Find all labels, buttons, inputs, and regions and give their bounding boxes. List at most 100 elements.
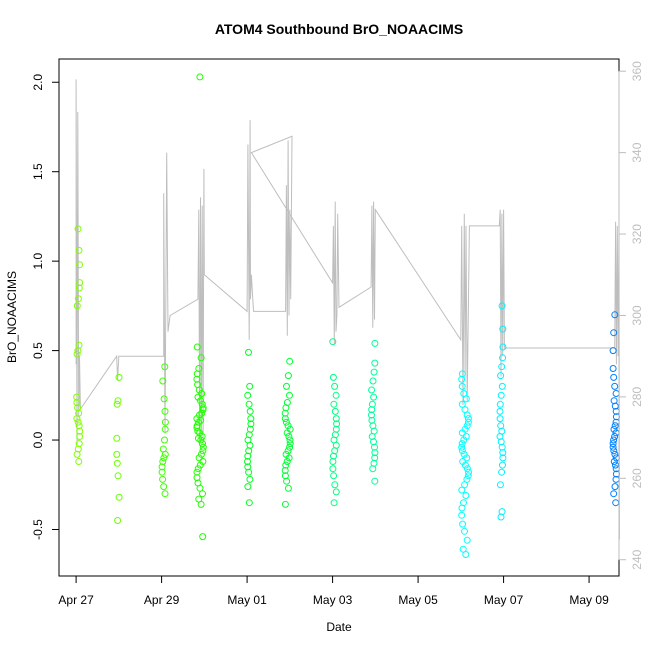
data-point — [496, 481, 504, 489]
data-point — [244, 483, 252, 491]
data-point — [332, 415, 340, 423]
y-tick-label: 0.5 — [31, 342, 45, 359]
data-point — [73, 350, 81, 358]
data-point — [74, 347, 82, 355]
data-point — [459, 520, 467, 528]
data-point — [247, 420, 255, 428]
data-point — [286, 391, 293, 399]
data-point — [461, 461, 469, 469]
data-point — [498, 302, 506, 310]
data-point — [371, 443, 378, 451]
data-point — [329, 338, 337, 346]
data-point — [329, 458, 337, 465]
data-point — [464, 418, 472, 426]
data-point — [114, 472, 122, 480]
series-3 — [158, 363, 169, 498]
data-point — [193, 468, 201, 476]
data-point — [115, 373, 123, 381]
data-point — [609, 365, 617, 372]
data-point — [609, 443, 617, 451]
data-point — [371, 339, 379, 347]
series-9 — [458, 370, 472, 558]
data-point — [496, 407, 504, 415]
altitude-trace-line — [75, 79, 620, 540]
data-point — [197, 416, 205, 424]
x-axis-label: Date — [326, 620, 352, 634]
x-tick-label: May 07 — [484, 593, 524, 607]
data-point — [161, 407, 169, 415]
data-point — [283, 382, 290, 390]
data-point — [611, 483, 619, 491]
data-point — [329, 373, 337, 381]
data-point — [199, 490, 206, 498]
data-point — [497, 391, 505, 399]
data-point — [282, 404, 290, 412]
data-point — [499, 354, 507, 362]
data-point — [498, 363, 506, 371]
data-point — [73, 399, 81, 406]
y-tick-label: 1.0 — [31, 252, 45, 269]
data-point — [610, 436, 618, 444]
data-point — [368, 411, 375, 419]
data-point — [199, 406, 207, 414]
data-point — [371, 449, 379, 457]
data-point — [286, 440, 294, 448]
series-2 — [113, 373, 123, 524]
data-point — [611, 311, 619, 319]
series-4 — [193, 73, 207, 541]
data-point — [458, 370, 466, 378]
data-point — [464, 415, 472, 423]
data-point — [161, 363, 169, 371]
data-point — [194, 427, 202, 435]
data-point — [244, 458, 251, 465]
data-point — [74, 225, 82, 233]
data-point — [245, 348, 252, 356]
data-point — [194, 465, 202, 473]
data-point — [496, 415, 504, 423]
data-point — [331, 447, 339, 455]
data-point — [610, 490, 618, 498]
data-point — [281, 500, 289, 508]
data-point — [458, 440, 466, 448]
data-point — [329, 465, 337, 473]
data-point — [458, 400, 466, 408]
right-y-tick-label: 340 — [630, 142, 644, 162]
data-point — [609, 440, 617, 448]
data-point — [611, 382, 619, 390]
data-point — [193, 415, 201, 423]
right-y-axis: 240 260 280 300 320 340 360 — [618, 61, 644, 570]
data-point — [458, 486, 466, 494]
series-1 — [73, 225, 84, 465]
data-point — [499, 461, 506, 469]
data-point — [610, 425, 618, 433]
data-point — [246, 407, 254, 415]
data-point — [285, 454, 293, 462]
data-point — [499, 449, 507, 457]
data-point — [196, 73, 204, 81]
data-point — [76, 261, 84, 269]
data-point — [462, 395, 470, 403]
data-point — [458, 382, 466, 390]
data-point — [160, 454, 168, 462]
data-point — [370, 368, 378, 376]
data-point — [115, 493, 123, 501]
data-point — [76, 279, 84, 287]
data-point — [462, 492, 470, 499]
data-point — [498, 468, 506, 476]
data-point — [610, 458, 618, 465]
data-point — [331, 407, 339, 415]
data-point — [161, 418, 169, 426]
data-point — [197, 500, 205, 508]
data-point — [498, 443, 506, 451]
data-point — [161, 490, 169, 498]
data-point — [460, 436, 468, 444]
data-point — [461, 527, 468, 535]
data-point — [286, 357, 294, 365]
data-point — [464, 472, 472, 480]
data-point — [371, 454, 379, 462]
y-tick-label: 2.0 — [31, 74, 45, 91]
x-tick-label: May 05 — [398, 593, 438, 607]
data-point — [611, 402, 619, 410]
data-point — [193, 424, 201, 431]
